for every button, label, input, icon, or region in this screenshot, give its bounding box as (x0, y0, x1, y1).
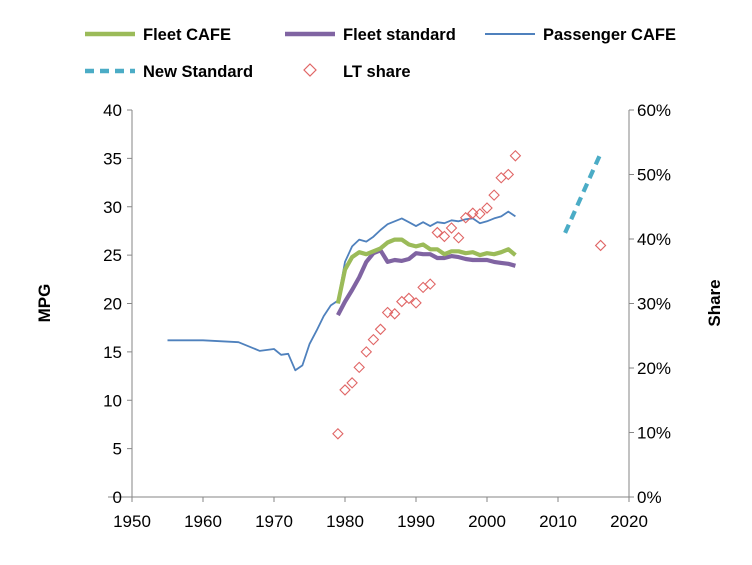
y2-tick-label: 30% (637, 295, 671, 314)
y2-axis-title: Share (705, 279, 724, 326)
lt-share-markers (332, 150, 607, 440)
lt-share-point (509, 150, 522, 162)
lt-share-point (388, 308, 401, 320)
lt-share-point (374, 323, 387, 336)
lt-share-point (360, 346, 373, 358)
x-tick-label: 2020 (610, 512, 648, 531)
lt-share-point (488, 189, 500, 201)
x-tick-label: 2000 (468, 512, 506, 531)
y-tick-label: 25 (103, 246, 122, 265)
series-line-fleet-standard (336, 248, 516, 317)
y2-ticks: 0% 10% 20% 30% 40% 50% 60% (629, 101, 671, 507)
y-tick-label: 10 (103, 391, 122, 410)
x-ticks: 1950 1960 1970 1980 1990 2000 2010 2020 (113, 497, 648, 531)
legend-item-passenger-cafe: Passenger CAFE (485, 26, 676, 44)
lt-share-point (481, 202, 493, 214)
lt-share-point (346, 377, 358, 389)
lt-share-point (431, 226, 444, 239)
y2-tick-label: 60% (637, 101, 671, 120)
legend-label-passenger-cafe: Passenger CAFE (543, 26, 676, 44)
series-lines (167, 152, 603, 372)
x-tick-label: 1970 (255, 512, 293, 531)
lt-share-point (459, 211, 472, 224)
legend-marker-lt-share (303, 63, 317, 77)
y-ticks: 0 5 10 15 20 25 30 35 40 (103, 101, 132, 507)
lt-share-point (353, 361, 365, 374)
legend-label-new-standard: New Standard (143, 63, 253, 81)
y-tick-label: 35 (103, 149, 122, 168)
y2-tick-label: 10% (637, 424, 671, 443)
lt-share-point (417, 281, 429, 294)
y2-tick-label: 0% (637, 488, 662, 507)
lt-share-point (396, 295, 408, 308)
y2-tick-label: 20% (637, 359, 671, 378)
y-tick-label: 40 (103, 101, 122, 120)
y-axis-title: MPG (35, 284, 54, 323)
legend-item-new-standard: New Standard (85, 63, 253, 81)
legend-label-fleet-cafe: Fleet CAFE (143, 26, 231, 44)
legend: Fleet CAFE Fleet standard Passenger CAFE… (85, 26, 676, 81)
lt-share-point (474, 208, 486, 220)
legend-item-lt-share: LT share (303, 63, 411, 81)
lt-share-point (424, 278, 436, 290)
x-tick-label: 1990 (397, 512, 435, 531)
y-tick-label: 20 (103, 295, 122, 314)
y-tick-label: 5 (113, 440, 122, 459)
lt-share-point (445, 222, 458, 234)
y-tick-label: 0 (113, 488, 122, 507)
lt-share-point (502, 168, 515, 181)
lt-share-point (410, 297, 422, 309)
axes (108, 110, 630, 498)
legend-item-fleet-standard: Fleet standard (285, 26, 456, 44)
lt-share-point (467, 207, 479, 219)
lt-share-point (452, 231, 465, 244)
lt-share-point (332, 428, 344, 440)
x-tick-label: 1960 (184, 512, 222, 531)
x-tick-label: 1980 (326, 512, 364, 531)
legend-label-lt-share: LT share (343, 63, 411, 81)
y2-tick-label: 50% (637, 166, 671, 185)
y-tick-label: 15 (103, 343, 122, 362)
legend-item-fleet-cafe: Fleet CAFE (85, 26, 231, 44)
lt-share-point (403, 292, 415, 305)
x-tick-label: 1950 (113, 512, 151, 531)
lt-share-point (367, 333, 380, 346)
series-line-fleet-cafe (335, 237, 517, 304)
lt-share-point (495, 171, 507, 184)
series-line-new-standard (563, 152, 603, 234)
y-tick-label: 30 (103, 198, 122, 217)
lt-share-point (438, 230, 451, 243)
x-tick-label: 2010 (539, 512, 577, 531)
lt-share-point (381, 306, 394, 319)
lt-share-point (594, 239, 607, 252)
legend-label-fleet-standard: Fleet standard (343, 26, 456, 44)
y2-tick-label: 40% (637, 230, 671, 249)
lt-share-point (339, 384, 351, 396)
